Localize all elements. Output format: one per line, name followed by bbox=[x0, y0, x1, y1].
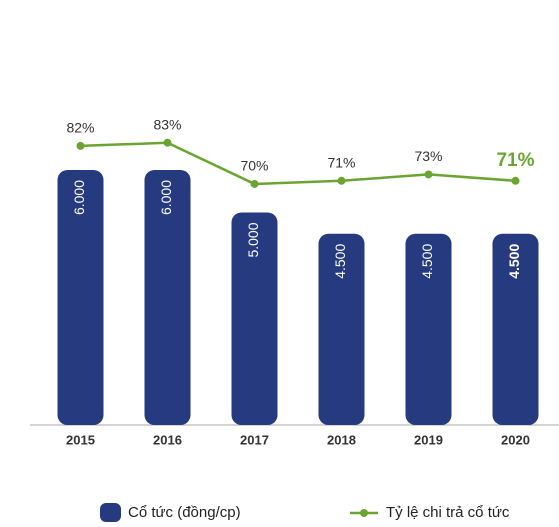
point bbox=[424, 170, 433, 179]
bar-label: 4.500 bbox=[332, 244, 348, 279]
bar bbox=[144, 170, 191, 425]
x-tick-label: 2019 bbox=[414, 432, 443, 447]
bar-label: 6.000 bbox=[71, 180, 87, 215]
bar-label: 4.500 bbox=[419, 244, 435, 279]
bar bbox=[318, 233, 365, 425]
bar bbox=[57, 170, 104, 425]
x-tick-label: 2020 bbox=[501, 432, 530, 447]
bar bbox=[492, 233, 539, 425]
bar-label: 4.500 bbox=[506, 244, 522, 279]
line-label: 70% bbox=[240, 158, 268, 174]
bar bbox=[231, 212, 278, 425]
line-label: 83% bbox=[153, 116, 181, 132]
line-label: 71% bbox=[327, 154, 355, 170]
point bbox=[511, 176, 520, 185]
point bbox=[337, 176, 346, 185]
legend-label: Cổ tức (đồng/cp) bbox=[128, 504, 241, 521]
legend-label: Tỷ lệ chi trả cổ tức bbox=[386, 504, 510, 521]
legend-swatch bbox=[100, 503, 121, 522]
line bbox=[80, 141, 516, 186]
bar-label: 6.000 bbox=[158, 180, 174, 215]
point bbox=[163, 138, 172, 147]
x-tick-label: 2016 bbox=[153, 432, 182, 447]
point bbox=[76, 141, 85, 150]
x-tick-label: 2015 bbox=[66, 432, 95, 447]
legend-swatch bbox=[360, 509, 368, 517]
line-label: 82% bbox=[66, 120, 94, 136]
bar bbox=[405, 233, 452, 425]
x-tick-label: 2017 bbox=[240, 432, 269, 447]
bar-label: 5.000 bbox=[245, 222, 261, 257]
point bbox=[250, 179, 259, 188]
line-label: 73% bbox=[414, 148, 442, 164]
line-label: 71% bbox=[496, 150, 534, 171]
x-tick-label: 2018 bbox=[327, 432, 356, 447]
